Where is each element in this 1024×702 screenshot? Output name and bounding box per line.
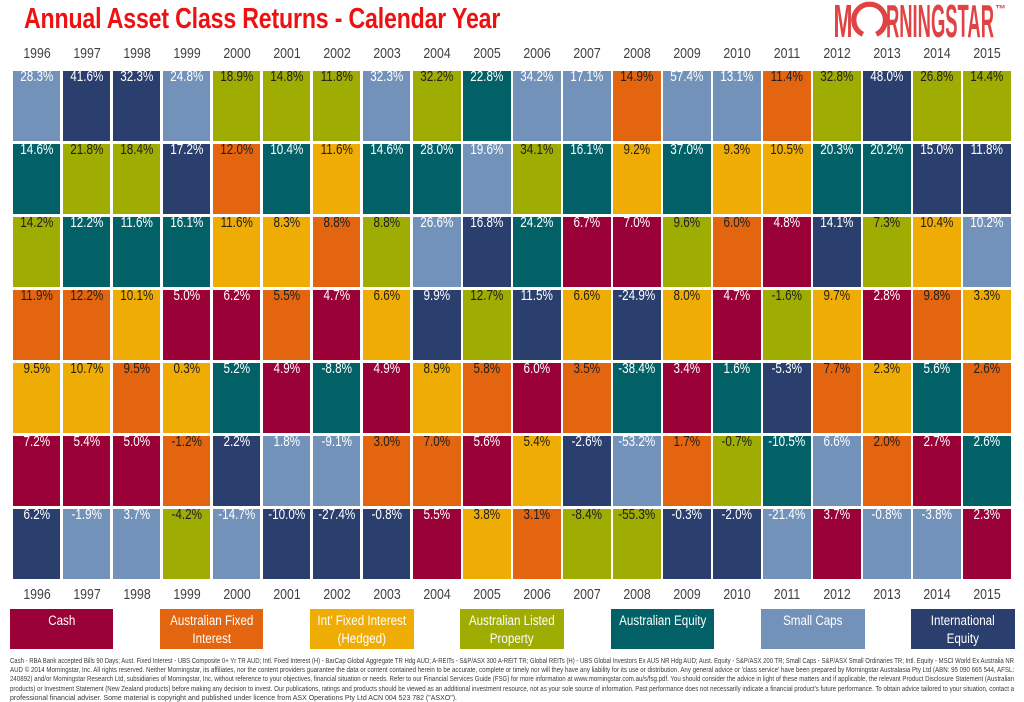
- svg-text:M: M: [834, 0, 853, 40]
- svg-text:RNINGSTAR: RNINGSTAR: [886, 0, 994, 40]
- svg-text:™: ™: [995, 4, 1006, 16]
